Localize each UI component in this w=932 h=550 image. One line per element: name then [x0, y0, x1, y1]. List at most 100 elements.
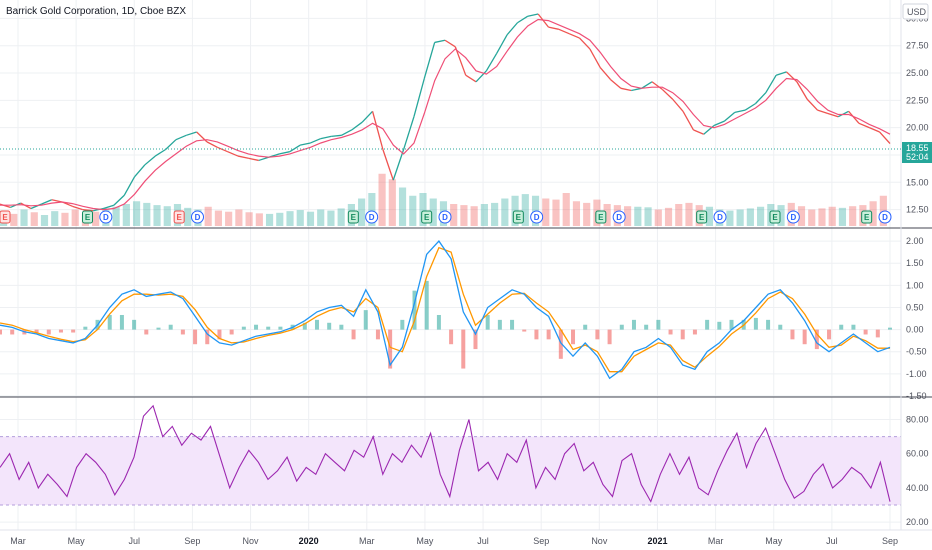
- price-segment: [558, 28, 570, 35]
- macd-histogram-bar: [534, 329, 539, 340]
- x-axis-tick-label: Sep: [184, 536, 200, 546]
- macd-histogram-bar: [229, 329, 234, 335]
- x-axis-tick-label: Jul: [826, 536, 838, 546]
- earnings-marker[interactable]: E: [421, 210, 433, 224]
- volume-bar: [71, 209, 79, 226]
- macd-histogram-bar: [522, 329, 527, 332]
- x-axis-labels[interactable]: Mar May Jul Sep Nov 2020 Mar May Jul Sep Nov 2021 Ma…: [10, 536, 898, 546]
- macd-histogram-bar: [302, 322, 307, 330]
- price-segment: [693, 129, 704, 135]
- price-segment: [331, 134, 342, 138]
- price-segment: [641, 81, 653, 89]
- price-segment: [806, 98, 819, 111]
- price-segment: [402, 116, 415, 150]
- earnings-marker[interactable]: E: [769, 210, 781, 224]
- earnings-marker-label: E: [516, 213, 522, 222]
- symbol-title: Barrick Gold Corporation, 1D, Cboe BZX: [6, 6, 186, 17]
- earnings-marker[interactable]: E: [82, 210, 93, 224]
- earnings-marker[interactable]: E: [512, 210, 524, 224]
- macd-histogram-bar: [644, 324, 649, 330]
- price-segment: [579, 37, 591, 50]
- x-axis-tick-label: May: [765, 536, 783, 546]
- macd-histogram-bar: [863, 329, 868, 335]
- dividend-marker[interactable]: D: [99, 210, 113, 224]
- price-segment: [682, 110, 694, 131]
- dividend-marker[interactable]: D: [438, 210, 452, 224]
- dividend-marker-label: D: [369, 213, 375, 222]
- macd-histogram-bar: [692, 329, 697, 335]
- dividend-marker[interactable]: D: [786, 210, 800, 224]
- volume-bar: [368, 193, 376, 226]
- dividend-marker[interactable]: D: [713, 210, 727, 224]
- macd-histogram-bar: [424, 280, 429, 330]
- dividend-marker[interactable]: D: [878, 210, 892, 224]
- macd-histogram-bar: [205, 329, 210, 345]
- price-segment: [827, 112, 839, 118]
- macd-histogram-bar: [363, 310, 368, 330]
- macd-histogram-bar: [144, 329, 149, 335]
- macd-histogram-bar: [839, 324, 844, 330]
- price-segment: [165, 139, 177, 150]
- macd-histogram-bar: [351, 329, 356, 340]
- volume-bar: [419, 193, 427, 226]
- macd-histogram-bar: [132, 319, 137, 330]
- earnings-marker[interactable]: E: [595, 210, 607, 224]
- volume-bar: [30, 212, 38, 226]
- y-axis-tick-label: 80.00: [906, 415, 929, 425]
- volume-bar: [429, 198, 437, 226]
- volume-bar: [235, 209, 243, 226]
- earnings-marker[interactable]: E: [173, 210, 185, 224]
- y-axis-tick-label: 20.00: [906, 123, 929, 133]
- earnings-marker[interactable]: E: [696, 210, 708, 224]
- currency-button[interactable]: USD: [902, 3, 929, 20]
- price-segment: [879, 131, 891, 144]
- dividend-marker-label: D: [534, 213, 540, 222]
- y-axis-tick-label: 22.50: [906, 95, 929, 105]
- volume-bar: [603, 204, 611, 226]
- macd-histogram-bar: [388, 329, 393, 369]
- dividend-marker[interactable]: D: [365, 210, 379, 224]
- price-segment: [672, 98, 684, 112]
- dividend-marker[interactable]: D: [530, 210, 544, 224]
- price-segment: [361, 110, 374, 123]
- volume-bar: [378, 173, 386, 226]
- price-segment: [320, 135, 332, 140]
- earnings-marker-label: E: [424, 213, 430, 222]
- x-axis-tick-label: Sep: [533, 536, 549, 546]
- macd-histogram-bar: [119, 314, 124, 330]
- macd-histogram-bar: [668, 329, 673, 335]
- macd-histogram-bar: [217, 329, 222, 340]
- price-segment: [744, 103, 756, 111]
- price-segment: [154, 148, 166, 157]
- price-segment: [589, 48, 601, 68]
- macd-histogram-bar: [619, 324, 624, 330]
- earnings-marker[interactable]: E: [861, 210, 873, 224]
- volume-bar: [40, 215, 49, 226]
- volume-bar: [358, 198, 366, 226]
- x-axis-tick-label: 2020: [299, 536, 319, 546]
- x-axis-tick-label: Nov: [243, 536, 260, 546]
- earnings-marker-label: E: [2, 213, 8, 222]
- price-segment: [506, 22, 518, 36]
- earnings-marker[interactable]: E: [0, 210, 11, 224]
- volume-bar: [542, 198, 550, 226]
- dividend-marker[interactable]: D: [191, 210, 204, 224]
- y-axis-tick-label: 12.50: [906, 205, 929, 215]
- macd-histogram-bar: [180, 329, 185, 335]
- price-segment: [599, 67, 612, 81]
- volume-bar: [296, 210, 304, 226]
- macd-histogram-bar: [400, 319, 405, 330]
- volume-bar: [470, 206, 478, 226]
- dividend-marker-label: D: [195, 213, 201, 222]
- macd-histogram-bar: [71, 329, 76, 333]
- earnings-marker[interactable]: E: [347, 210, 359, 224]
- dividend-marker[interactable]: D: [612, 210, 626, 224]
- y-axis-tick-label: 1.50: [906, 258, 924, 268]
- volume-bar: [624, 206, 632, 226]
- volume-bar: [634, 206, 642, 226]
- rsi-line: [0, 404, 891, 503]
- earnings-marker-label: E: [176, 213, 182, 222]
- dividend-marker-circle: [878, 210, 892, 224]
